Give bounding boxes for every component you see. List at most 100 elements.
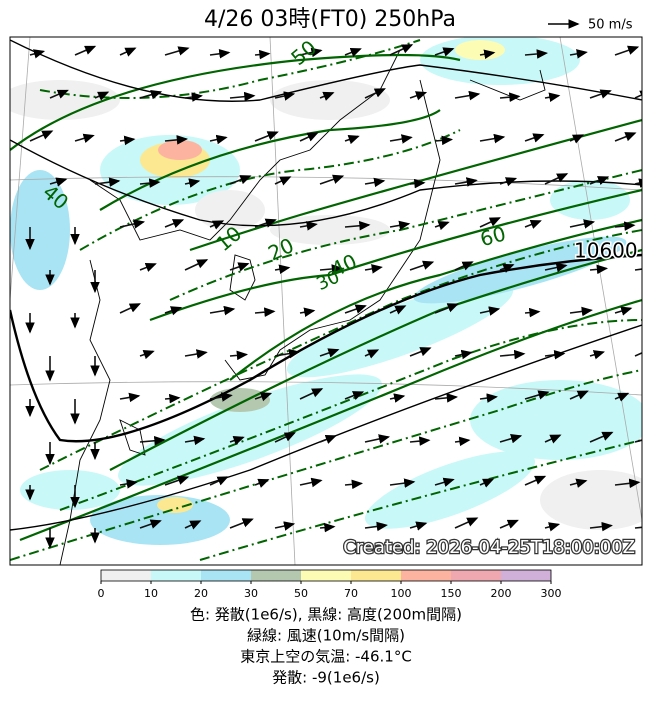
- wind-arrow: [409, 521, 428, 531]
- wind-arrow: [139, 435, 166, 446]
- speed-contours: [10, 39, 642, 561]
- wind-arrow: [634, 439, 642, 443]
- wind-arrow: [389, 220, 411, 231]
- wind-arrow: [409, 91, 428, 101]
- wind-vectors: [25, 44, 642, 549]
- wind-arrow: [229, 350, 249, 361]
- wind-arrow: [229, 518, 254, 529]
- wind-arrow: [49, 89, 69, 99]
- colorbar-tick-label: 100: [391, 587, 412, 600]
- wind-arrow: [589, 431, 614, 443]
- shading: [10, 37, 642, 545]
- wind-arrow: [614, 306, 633, 316]
- colorbar-segment: [201, 570, 251, 581]
- wind-arrow: [344, 135, 360, 145]
- wind-arrow: [319, 348, 340, 358]
- wind-arrow: [74, 45, 97, 56]
- created-stamp: Created: 2026-04-25T18:00:00Z: [343, 537, 635, 558]
- wind-arrow: [634, 522, 642, 533]
- colorbar-frame: [100, 569, 552, 582]
- wind-arrow: [434, 135, 454, 146]
- wind-arrow: [209, 476, 229, 486]
- wind-arrow: [94, 177, 121, 187]
- wind-arrow: [409, 260, 435, 271]
- wind-arrow: [184, 349, 208, 359]
- wind-arrow: [454, 177, 478, 187]
- wind-arrow: [119, 303, 141, 314]
- wind-arrow: [299, 388, 324, 400]
- caption-line: 緑線: 風速(10m/s間隔): [247, 627, 405, 645]
- wind-arrow: [139, 178, 161, 188]
- wind-arrow: [184, 178, 201, 188]
- caption-line: 発散: -9(1e6/s): [272, 669, 380, 687]
- wind-arrow: [544, 434, 562, 444]
- wind-arrow: [274, 91, 296, 101]
- colorbar-segment: [501, 570, 551, 581]
- wind-arrow: [499, 177, 518, 187]
- wind-arrow: [389, 44, 414, 56]
- wind-arrow: [544, 262, 568, 273]
- colorbar-segment: [151, 570, 201, 581]
- wind-arrow: [479, 49, 496, 60]
- wind-arrow: [434, 303, 459, 314]
- wind-arrow: [209, 134, 228, 145]
- wind-arrow: [389, 134, 413, 144]
- vector-legend: 50 m/s: [588, 18, 633, 33]
- wind-arrow: [389, 478, 416, 488]
- graticule: [10, 37, 642, 565]
- wind-arrow: [74, 133, 95, 143]
- wind-arrow: [614, 132, 637, 142]
- wind-arrow: [544, 92, 561, 102]
- wind-arrow: [319, 264, 344, 274]
- wind-arrow: [319, 91, 335, 101]
- wind-arrow: [209, 220, 225, 230]
- wind-arrow: [119, 392, 141, 403]
- wind-arrow: [274, 521, 296, 531]
- wind-arrow: [589, 176, 610, 186]
- wind-arrow: [364, 88, 386, 99]
- wind-arrow: [184, 520, 202, 530]
- wind-arrow: [524, 133, 545, 143]
- wind-arrow: [139, 90, 163, 100]
- wind-arrow: [614, 45, 640, 56]
- wind-arrow: [479, 393, 498, 403]
- wind-arrow: [139, 519, 162, 529]
- wind-arrow: [409, 436, 431, 446]
- colorbar-tick-label: 30: [244, 587, 258, 600]
- wind-arrow: [569, 390, 589, 400]
- wind-arrow: [344, 47, 362, 57]
- wind-arrow: [499, 519, 519, 529]
- wind-arrow: [524, 390, 550, 400]
- wind-arrow: [589, 521, 613, 532]
- wind-arrow: [454, 349, 473, 360]
- wind-arrow: [229, 175, 252, 185]
- wind-arrow: [254, 131, 279, 142]
- wind-arrow: [164, 219, 185, 229]
- wind-arrow: [209, 392, 233, 402]
- wind-arrow: [364, 349, 380, 359]
- wind-arrow: [274, 432, 296, 443]
- wind-arrow: [434, 47, 455, 57]
- colorbar-segment: [251, 570, 301, 581]
- colorbar-segment: [301, 570, 351, 581]
- wind-arrow: [364, 177, 386, 188]
- map-frame: [9, 36, 643, 566]
- wind-arrow: [229, 91, 256, 102]
- wind-arrow: [589, 89, 612, 99]
- wind-arrow: [299, 477, 323, 488]
- wind-arrow: [454, 517, 479, 529]
- wind-arrow: [319, 435, 337, 444]
- coastlines: [59, 49, 546, 565]
- wind-arrow: [184, 435, 206, 446]
- wind-arrow: [569, 306, 593, 317]
- wind-arrow: [524, 307, 541, 318]
- wind-arrow: [164, 135, 188, 145]
- wind-arrow: [344, 304, 367, 314]
- wind-arrow: [544, 350, 566, 360]
- wind-arrow: [274, 176, 292, 186]
- wind-arrow: [499, 434, 523, 444]
- wind-arrow: [479, 306, 501, 316]
- caption-line: 東京上空の気温: -46.1°C: [240, 648, 412, 666]
- wind-arrow: [274, 348, 301, 359]
- colorbar-tick-label: 200: [491, 587, 512, 600]
